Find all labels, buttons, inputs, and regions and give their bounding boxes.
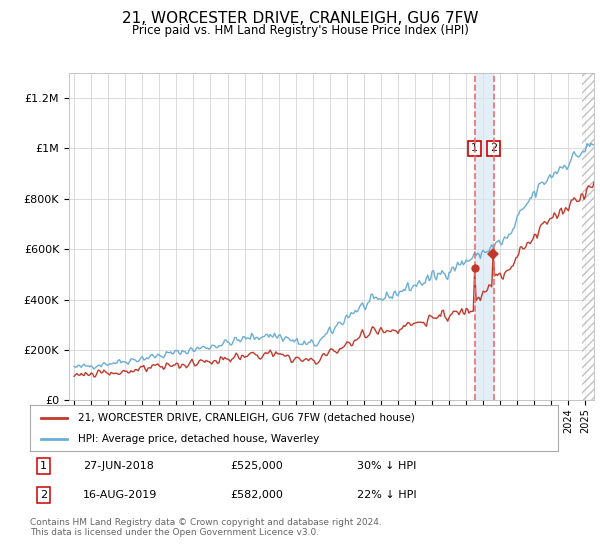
Text: £525,000: £525,000 <box>230 461 283 471</box>
Text: 1: 1 <box>471 143 478 153</box>
Text: 16-AUG-2019: 16-AUG-2019 <box>83 490 157 500</box>
Text: 30% ↓ HPI: 30% ↓ HPI <box>358 461 417 471</box>
Text: 1: 1 <box>40 461 47 471</box>
Text: 22% ↓ HPI: 22% ↓ HPI <box>358 490 417 500</box>
Bar <box>582 73 600 400</box>
Text: 27-JUN-2018: 27-JUN-2018 <box>83 461 154 471</box>
Text: Price paid vs. HM Land Registry's House Price Index (HPI): Price paid vs. HM Land Registry's House … <box>131 24 469 36</box>
Text: £582,000: £582,000 <box>230 490 284 500</box>
Text: Contains HM Land Registry data © Crown copyright and database right 2024.
This d: Contains HM Land Registry data © Crown c… <box>30 518 382 538</box>
Bar <box>475 73 494 400</box>
Text: 2: 2 <box>490 143 497 153</box>
Text: 21, WORCESTER DRIVE, CRANLEIGH, GU6 7FW (detached house): 21, WORCESTER DRIVE, CRANLEIGH, GU6 7FW … <box>77 413 415 423</box>
Text: HPI: Average price, detached house, Waverley: HPI: Average price, detached house, Wave… <box>77 435 319 444</box>
Text: 21, WORCESTER DRIVE, CRANLEIGH, GU6 7FW: 21, WORCESTER DRIVE, CRANLEIGH, GU6 7FW <box>122 11 478 26</box>
Text: 2: 2 <box>40 490 47 500</box>
